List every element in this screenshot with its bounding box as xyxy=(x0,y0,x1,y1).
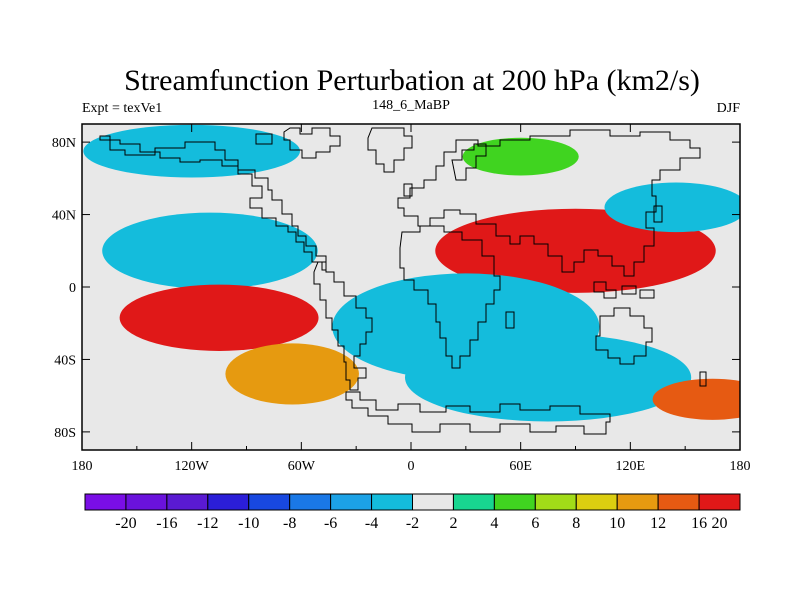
colorbar-box xyxy=(698,493,741,511)
uk-outline xyxy=(403,183,413,197)
contour-fill xyxy=(462,137,579,176)
australia-outline xyxy=(595,307,653,365)
colorbar-box xyxy=(84,493,127,511)
field-anomaly-negative xyxy=(102,212,318,289)
colorbar: -20 -16 -12 -10 -8 -6 -4 -2 2 4 6 8 10 12 16 20 xyxy=(84,493,741,532)
colorbar-box xyxy=(412,493,454,511)
colorbar-box xyxy=(371,493,413,511)
colorbar-label: -16 xyxy=(156,515,177,532)
contour-fill xyxy=(102,212,318,289)
x-tick-label: 60W xyxy=(288,459,316,474)
colorbar-label: -8 xyxy=(283,515,296,532)
colorbar-box xyxy=(657,493,700,511)
contour-fill xyxy=(119,284,319,351)
japan-outline xyxy=(653,205,663,223)
y-tick-label: 80N xyxy=(52,136,76,151)
colorbar-label: -10 xyxy=(238,515,259,532)
field-anomaly-positive xyxy=(435,208,716,293)
contour-field xyxy=(82,124,740,450)
new-zealand-outline xyxy=(699,371,707,387)
greenland-outline xyxy=(367,127,413,173)
colorbar-box xyxy=(248,493,291,511)
field-anomaly-positive xyxy=(119,284,319,351)
colorbar-box xyxy=(534,493,577,511)
colorbar-label: 12 xyxy=(650,515,666,532)
contour-fill xyxy=(83,124,300,178)
x-tick-label: 60E xyxy=(509,459,532,474)
colorbar-box xyxy=(330,493,373,511)
colorbar-label: 20 xyxy=(712,515,728,532)
colorbar-label: 16 xyxy=(691,515,707,532)
colorbar-box xyxy=(616,493,659,511)
canadian-archipelago-outline xyxy=(255,127,341,159)
x-tick-label: 180 xyxy=(72,459,93,474)
colorbar-label: 6 xyxy=(531,515,539,532)
colorbar-label: -20 xyxy=(115,515,136,532)
colorbar-label: -6 xyxy=(324,515,337,532)
chart-title: Streamfunction Perturbation at 200 hPa (… xyxy=(124,64,700,97)
antarctica-outline xyxy=(345,391,611,435)
season-label: DJF xyxy=(717,101,741,116)
field-anomaly-positive xyxy=(462,137,579,176)
maritime-continent-outline xyxy=(593,281,655,299)
y-tick-label: 80S xyxy=(54,426,76,441)
colorbar-box xyxy=(166,493,209,511)
field-anomaly-negative xyxy=(83,124,300,178)
colorbar-box xyxy=(207,493,250,511)
field-anomaly-negative xyxy=(604,182,740,233)
field-anomaly-positive xyxy=(652,378,740,420)
scandinavia-outline xyxy=(451,143,487,181)
y-tick-label: 40N xyxy=(52,209,76,224)
colorbar-box xyxy=(452,493,495,511)
colorbar-box xyxy=(575,493,618,511)
field-anomaly-positive xyxy=(225,343,359,405)
experiment-label: Expt = texVe1 xyxy=(82,101,162,116)
south-america-outline xyxy=(313,261,373,391)
colorbar-label: 4 xyxy=(490,515,498,532)
eurasia-outline xyxy=(397,129,701,277)
contour-fill xyxy=(604,182,740,233)
colorbar-label: -12 xyxy=(197,515,218,532)
africa-outline xyxy=(399,225,501,369)
x-tick-label: 120E xyxy=(616,459,646,474)
contour-fill xyxy=(225,343,359,405)
colorbar-label: 8 xyxy=(572,515,580,532)
map-panel: 180 120W 60W 0 60E 120E 180 80N 40N 0 40S 80S xyxy=(52,123,751,474)
colorbar-box xyxy=(289,493,332,511)
y-tick-label: 40S xyxy=(54,353,76,368)
colorbar-label: 2 xyxy=(449,515,457,532)
continent-outlines xyxy=(99,127,707,435)
x-tick-label: 120W xyxy=(175,459,210,474)
colorbar-label: -2 xyxy=(406,515,419,532)
contour-fill xyxy=(652,378,740,420)
y-tick-label: 0 xyxy=(69,281,76,296)
x-tick-label: 180 xyxy=(730,459,751,474)
colorbar-label: 10 xyxy=(609,515,625,532)
colorbar-label: -4 xyxy=(365,515,378,532)
field-anomaly-negative xyxy=(404,333,692,422)
colorbar-box xyxy=(125,493,168,511)
x-tick-label: 0 xyxy=(408,459,415,474)
madagascar-outline xyxy=(505,311,515,329)
case-label: 148_6_MaBP xyxy=(372,98,450,113)
axis-ticks: 180 120W 60W 0 60E 120E 180 80N 40N 0 40S 80S xyxy=(52,124,751,474)
contour-fill xyxy=(404,333,692,422)
colorbar-box xyxy=(493,493,536,511)
